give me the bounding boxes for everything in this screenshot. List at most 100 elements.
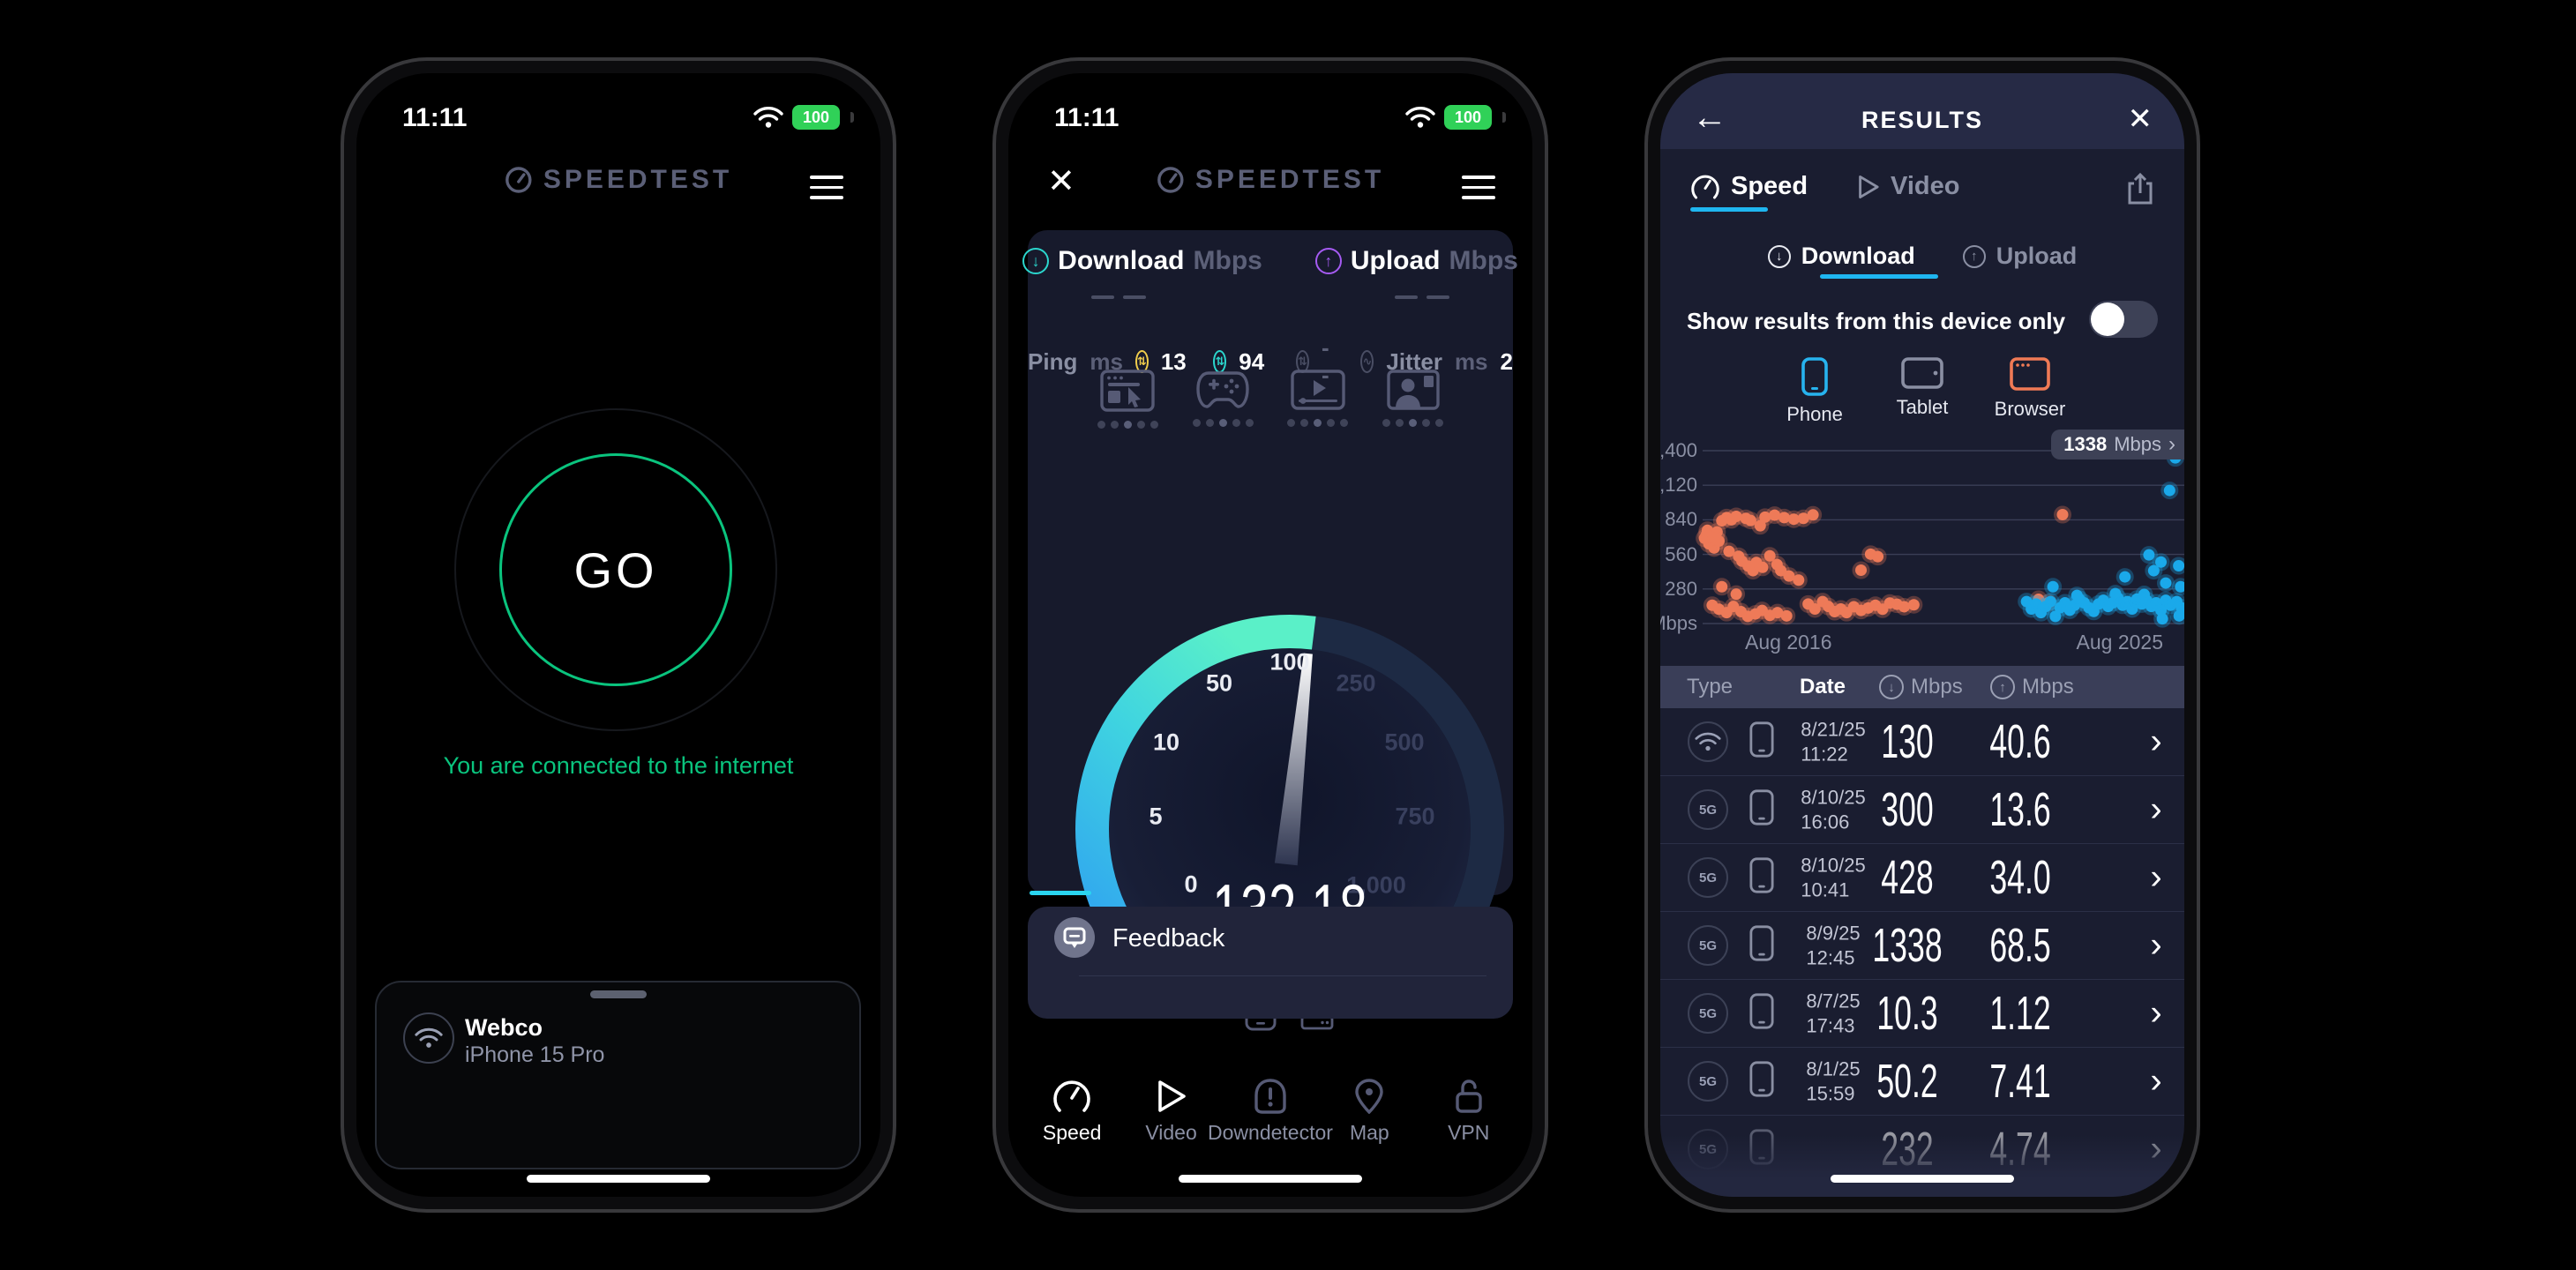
video-tab-icon xyxy=(1859,175,1879,198)
download-value: 428 xyxy=(1881,851,1934,904)
scatter-point-older-tests xyxy=(1707,529,1726,548)
brand-text: SPEEDTEST xyxy=(543,165,733,194)
gauge-tick-label: 1,000 xyxy=(1346,871,1406,899)
table-row[interactable]: 5G 8/9/25 12:45 1338 68.5 › xyxy=(1660,912,2184,980)
bottom-fade-overlay xyxy=(1660,1135,2184,1197)
table-row[interactable]: 5G 8/10/25 16:06 300 13.6 › xyxy=(1660,776,2184,844)
nav-map[interactable]: Map xyxy=(1321,1079,1418,1176)
speedtest-card: ↓ Download Mbps ↑ Upload Mbps Ping ms ⇅ … xyxy=(1022,230,1518,1031)
scatter-point-recent-tests xyxy=(2160,482,2179,500)
home-indicator[interactable] xyxy=(527,1175,710,1183)
col-download: ↓ Mbps xyxy=(1879,675,1963,699)
upload-header: ↑ Upload Mbps xyxy=(1314,246,1518,276)
device-name: iPhone 15 Pro xyxy=(465,1042,605,1067)
app-header: SPEEDTEST xyxy=(356,165,880,204)
chevron-right-icon: › xyxy=(2150,721,2162,761)
rating-dots xyxy=(1287,419,1349,427)
gauge-tick-label: 250 xyxy=(1336,669,1376,697)
home-indicator[interactable] xyxy=(1179,1175,1362,1183)
gauge-tick-label: 0 xyxy=(1184,870,1198,898)
connection-type-icon: 5G xyxy=(1688,1061,1728,1102)
feedback-card[interactable]: Feedback xyxy=(1028,907,1513,1019)
browsing-rating[interactable] xyxy=(1097,370,1158,429)
menu-icon[interactable] xyxy=(1462,168,1495,206)
connection-card[interactable]: Webco iPhone 15 Pro xyxy=(375,981,861,1169)
latest-result-badge[interactable]: 1338 Mbps › xyxy=(2051,430,2184,459)
jitter-value: 2 xyxy=(1500,347,1513,375)
filter-browser[interactable]: Browser xyxy=(1995,357,2065,426)
connection-type-icon xyxy=(1688,721,1728,762)
table-row[interactable]: 8/21/25 11:22 130 40.6 › xyxy=(1660,708,2184,776)
battery-indicator: 100 xyxy=(792,105,840,130)
scatter-point-older-tests xyxy=(1727,585,1746,603)
upload-icon: ↑ xyxy=(1314,248,1342,274)
go-button[interactable]: GO xyxy=(499,453,732,686)
tablet-filter-icon xyxy=(1901,357,1943,389)
result-datetime: 8/7/25 17:43 xyxy=(1806,990,1861,1037)
nav-speed[interactable]: Speed xyxy=(1023,1079,1120,1176)
connection-type-icon: 5G xyxy=(1688,857,1728,898)
share-icon[interactable] xyxy=(2126,172,2154,210)
subtab-upload[interactable]: ↑ Upload xyxy=(1962,243,2077,270)
results-table-header: Type Date ↓ Mbps ↑ Mbps xyxy=(1660,666,2184,708)
results-tabs: Speed Video xyxy=(1690,172,1959,201)
video-chat-rating[interactable] xyxy=(1382,370,1444,429)
device-only-toggle[interactable] xyxy=(2089,301,2158,338)
download-unit: Mbps xyxy=(1193,246,1262,275)
gauge-tick-label: 10 xyxy=(1152,728,1180,756)
tab-speed[interactable]: Speed xyxy=(1690,172,1808,201)
table-row[interactable]: 5G 8/1/25 15:59 50.2 7.41 › xyxy=(1660,1048,2184,1116)
active-tab-underline xyxy=(1690,207,1768,212)
nav-video[interactable]: Video xyxy=(1123,1079,1220,1176)
tab-video[interactable]: Video xyxy=(1857,172,1959,201)
close-icon[interactable]: ✕ xyxy=(1047,163,1075,200)
home-indicator[interactable] xyxy=(1831,1175,2014,1183)
network-name: Webco xyxy=(465,1014,543,1041)
test-progress-bar xyxy=(1030,891,1091,895)
result-datetime: 8/21/25 11:22 xyxy=(1801,718,1866,766)
scatter-point-older-tests xyxy=(1712,578,1731,596)
streaming-rating[interactable] xyxy=(1287,370,1349,429)
device-type-icon xyxy=(1749,857,1774,899)
gaming-icon xyxy=(1196,371,1249,408)
table-row[interactable]: 5G 8/10/25 10:41 428 34.0 › xyxy=(1660,844,2184,912)
download-value: 10.3 xyxy=(1876,987,1938,1040)
gaming-rating[interactable] xyxy=(1192,370,1254,429)
subtab-download[interactable]: ↓ Download xyxy=(1767,243,1915,270)
device-filter-toggle-row: Show results from this device only xyxy=(1687,301,2158,340)
app-header: ✕ SPEEDTEST xyxy=(1008,163,1532,206)
jitter-unit: ms xyxy=(1454,347,1488,375)
scatter-point-recent-tests xyxy=(2145,562,2163,580)
video-nav-icon xyxy=(1157,1080,1186,1112)
metric-subtabs: ↓ Download ↑ Upload xyxy=(1660,243,2184,270)
scatter-point-older-tests xyxy=(1905,595,1923,614)
toggle-knob xyxy=(2091,303,2124,336)
close-icon[interactable]: ✕ xyxy=(2127,102,2153,136)
nav-vpn[interactable]: VPN xyxy=(1420,1079,1517,1176)
upload-value: 34.0 xyxy=(1989,851,2051,904)
drag-handle[interactable] xyxy=(589,990,647,998)
wifi-icon xyxy=(1405,107,1435,128)
menu-icon[interactable] xyxy=(810,168,843,206)
phone-mockup-home: 11:11 100 SPEEDTEST GO You are connected… xyxy=(341,57,896,1213)
download-icon: ↓ xyxy=(1879,675,1904,699)
filter-tablet[interactable]: Tablet xyxy=(1888,357,1957,426)
scatter-point-recent-tests xyxy=(2156,574,2175,593)
map-nav-icon xyxy=(1355,1079,1384,1114)
scatter-point-recent-tests xyxy=(2169,557,2184,575)
device-type-icon xyxy=(1749,789,1774,831)
phone-mockup-results: ← RESULTS ✕ Speed Video ↓ Download xyxy=(1644,57,2200,1213)
page-title: RESULTS xyxy=(1861,107,1983,133)
speedtest-logo: SPEEDTEST xyxy=(1157,165,1384,195)
wifi-icon xyxy=(753,107,783,128)
active-subtab-underline xyxy=(1820,274,1938,279)
divider xyxy=(1079,975,1486,976)
result-datetime: 8/10/25 16:06 xyxy=(1801,786,1866,833)
nav-downdetector[interactable]: Downdetector xyxy=(1208,1079,1333,1176)
download-icon: ↓ xyxy=(1767,244,1791,268)
table-row[interactable]: 5G 8/7/25 17:43 10.3 1.12 › xyxy=(1660,980,2184,1048)
filter-phone[interactable]: Phone xyxy=(1780,357,1849,426)
ping-idle-value: 13 xyxy=(1160,347,1187,375)
back-icon[interactable]: ← xyxy=(1692,98,1727,137)
